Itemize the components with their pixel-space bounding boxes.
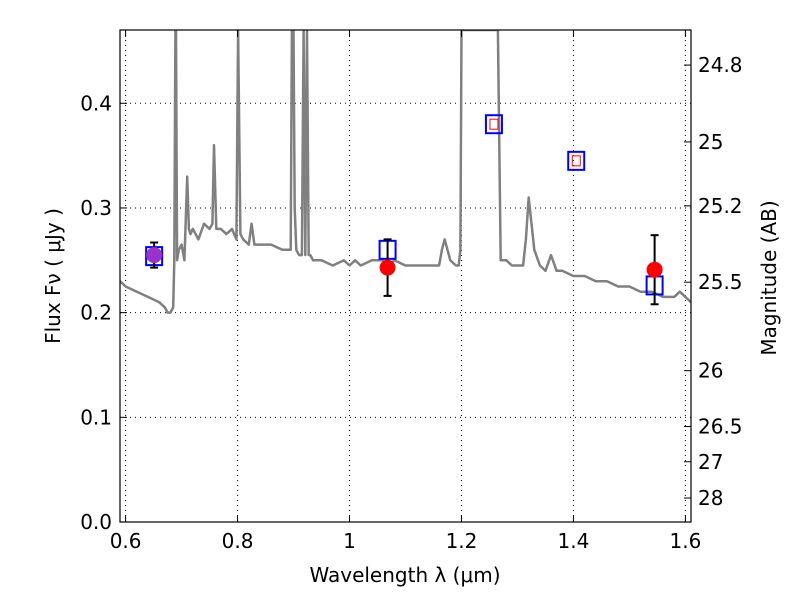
y-axis-title: Flux Fν ( μJy ) bbox=[41, 208, 65, 344]
y2-tick-label: 28 bbox=[698, 486, 723, 510]
y2-tick-label: 25.2 bbox=[698, 194, 743, 218]
model-photometry-inner-square bbox=[571, 155, 581, 167]
y2-tick-label: 25 bbox=[698, 130, 723, 154]
model-photometry-square bbox=[567, 150, 586, 171]
x-tick-label: 1.6 bbox=[669, 529, 701, 553]
y2-tick-label: 26 bbox=[698, 359, 723, 383]
markers bbox=[145, 114, 664, 306]
y2-tick-label: 25.5 bbox=[698, 270, 743, 294]
grid bbox=[120, 30, 691, 523]
y2-tick-label: 27 bbox=[698, 450, 723, 474]
x-tick-label: 1.2 bbox=[446, 529, 478, 553]
x-axis-title: Wavelength λ (μm) bbox=[309, 563, 500, 587]
y2-tick-label: 26.5 bbox=[698, 415, 743, 439]
model-spectrum bbox=[120, 30, 691, 314]
y-tick-label: 0.0 bbox=[80, 510, 112, 534]
y-tick-label: 0.2 bbox=[80, 301, 112, 325]
observed-point bbox=[646, 261, 663, 278]
x-tick-label: 1 bbox=[343, 529, 356, 553]
ticks: 0.6 0.8 1 1.2 1.4 1.6 0.0 0.1 0.2 0.3 0.4 24.8 25 25.… bbox=[80, 30, 743, 553]
model-photometry-square bbox=[484, 114, 503, 135]
y-tick-label: 0.4 bbox=[80, 91, 112, 115]
model-photometry-inner-square bbox=[489, 118, 499, 130]
y2-axis-title: Magnitude (AB) bbox=[757, 200, 781, 355]
observed-point bbox=[146, 247, 163, 264]
x-tick-label: 1.4 bbox=[558, 529, 590, 553]
y-tick-label: 0.1 bbox=[80, 405, 112, 429]
observed-point bbox=[379, 259, 396, 276]
y2-tick-label: 24.8 bbox=[698, 53, 743, 77]
x-tick-label: 0.8 bbox=[222, 529, 254, 553]
spectrum-line bbox=[120, 30, 691, 314]
x-tick-label: 0.6 bbox=[110, 529, 142, 553]
y-tick-label: 0.3 bbox=[80, 196, 112, 220]
plot-frame bbox=[119, 29, 692, 523]
